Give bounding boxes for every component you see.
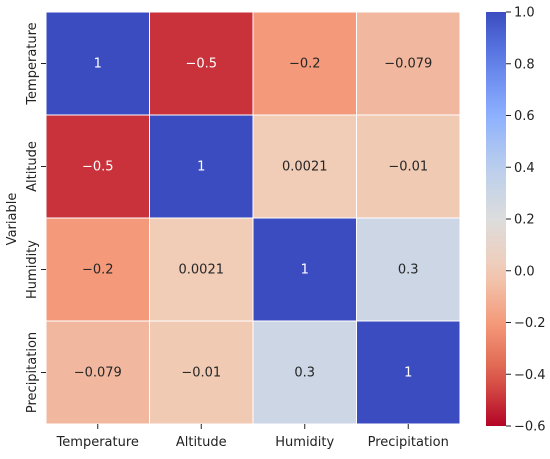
heatmap-cell-label: 0.0021 [179,263,225,278]
heatmap-cell-label: −0.5 [82,160,114,175]
colorbar-tick-label: 0.4 [514,161,535,176]
heatmap-cells [45,11,461,425]
heatmap-cell [45,114,150,219]
heatmap-cell [45,11,150,116]
colorbar-tick-label: 0.2 [514,213,535,228]
x-tick-label: Altitude [176,435,227,450]
y-tick-label: Temperature [25,22,40,105]
x-tick-label: Precipitation [368,435,449,450]
heatmap-cell [356,217,461,322]
heatmap-cell-label: 1 [94,57,102,72]
x-axis-ticks: Temperature Altitude Humidity Precipitation [56,424,449,450]
heatmap-cell-label: −0.2 [289,57,321,72]
heatmap-cell-label: −0.079 [384,57,432,72]
y-axis-ticks: Temperature Altitude Humidity Precipitation [25,22,46,413]
heatmap-cell-label: −0.01 [388,160,428,175]
heatmap-cell-label: −0.079 [74,366,122,381]
heatmap-cell [356,11,461,116]
heatmap-cell [252,320,357,425]
heatmap-cell-label: 1 [197,160,205,175]
heatmap-cell [149,114,254,219]
heatmap-cell [252,11,357,116]
heatmap-cell-label: 0.3 [398,263,419,278]
heatmap-cell-labels: 1 −0.5 −0.2 −0.079 −0.5 1 0.0021 −0.01 −0.2 0.002… [74,57,433,381]
heatmap-cell [356,320,461,425]
colorbar: −0.6 −0.4 −0.2 0.0 0.2 0.4 0.6 0.8 1.0 [486,6,546,435]
heatmap-cell [45,320,150,425]
colorbar-tick-label: 0.6 [514,109,535,124]
y-tick-label: Humidity [25,240,40,299]
colorbar-tick-label: 0.8 [514,57,535,72]
heatmap-cell-label: −0.2 [82,263,114,278]
heatmap-cell-label: −0.01 [181,366,221,381]
heatmap-cell-label: 0.3 [294,366,315,381]
y-tick-label: Altitude [25,141,40,192]
heatmap-cell-label: 0.0021 [282,160,328,175]
heatmap-cell [149,11,254,116]
y-axis-label: Variable [5,193,20,246]
heatmap-cell [149,320,254,425]
heatmap-cell [149,217,254,322]
colorbar-tick-label: 0.0 [514,264,535,279]
colorbar-tick-label: −0.2 [514,316,546,331]
colorbar-gradient [486,12,506,426]
heatmap-cell [356,114,461,219]
colorbar-tick-label: −0.6 [514,420,546,435]
heatmap-cell-label: 1 [301,263,309,278]
y-tick-label: Precipitation [25,332,40,413]
heatmap-cell-label: 1 [404,366,412,381]
colorbar-tick-label: −0.4 [514,368,546,383]
x-tick-label: Temperature [56,435,139,450]
x-tick-label: Humidity [275,435,334,450]
colorbar-tick-label: 1.0 [514,6,535,21]
heatmap-cell-label: −0.5 [185,57,217,72]
